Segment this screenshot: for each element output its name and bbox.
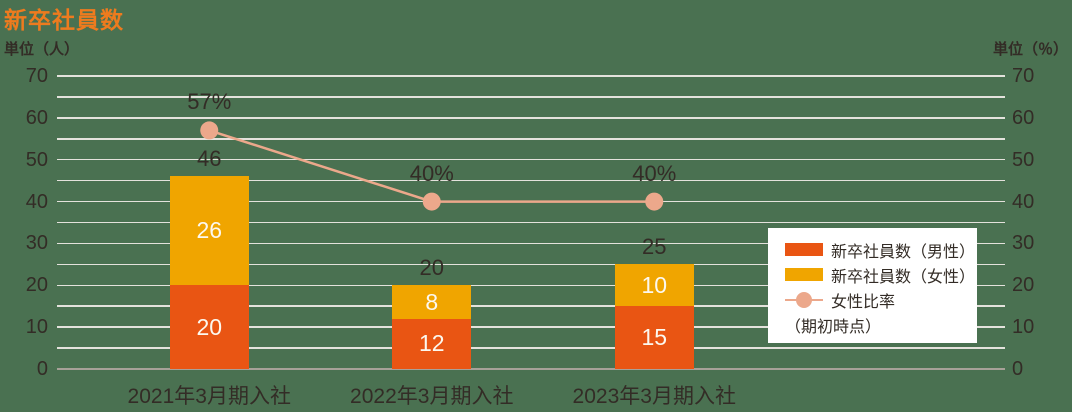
bar-total-label: 20 [419,255,444,281]
left-axis-tick: 10 [25,316,48,339]
gridline [57,242,1005,245]
gridline [57,347,1005,349]
gridline [57,117,1005,119]
right-axis-tick: 70 [1012,65,1035,87]
legend-note: （期初時点） [785,318,882,336]
gridline [57,75,1005,77]
x-axis-category-label: 2021年3月期入社 [127,385,291,408]
gridline [57,221,1005,224]
female-bar-segment: 10 [614,264,694,307]
ratio-value-label: 57% [187,89,232,115]
ratio-data-point [200,121,219,140]
left-axis-tick: 30 [25,232,48,255]
left-axis-tick: 70 [25,65,48,87]
left-axis-tick: 50 [25,148,48,171]
gridline [57,138,1005,140]
left-axis-tick: 40 [25,190,48,213]
right-axis-tick: 10 [1012,316,1035,339]
right-axis-tick: 20 [1012,274,1035,297]
right-axis-tick: 0 [1012,358,1024,380]
left-axis-unit-label: 単位（人） [4,41,80,58]
legend-label-male: 新卒社員数（男性） [831,243,976,261]
legend-item-male: 新卒社員数（男性） [785,237,975,262]
ratio-value-label: 40% [409,160,454,186]
female-bar-swatch-icon [785,268,823,281]
female-bar-segment: 8 [392,285,472,319]
gridline [57,96,1005,98]
gridline [57,263,1005,266]
chart-title: 新卒社員数 [4,7,124,33]
x-axis-baseline [57,368,1005,370]
left-axis-tick: 60 [25,106,48,129]
line-dot-swatch-icon [785,291,823,308]
gridline [57,326,1005,328]
male-bar-segment: 15 [614,306,694,369]
legend-label-female: 新卒社員数（女性） [831,268,976,286]
left-axis-tick: 0 [36,358,48,380]
ratio-value-label: 40% [632,160,677,186]
right-axis-tick: 50 [1012,148,1035,171]
right-axis-tick: 60 [1012,106,1035,129]
x-axis-category-label: 2022年3月期入社 [350,385,514,408]
legend: 新卒社員数（男性） 新卒社員数（女性） 女性比率 （期初時点） [768,228,977,343]
male-bar-segment: 20 [169,285,249,369]
gridline [57,305,1005,307]
male-bar-swatch-icon [785,243,823,256]
bar-total-label: 46 [197,146,222,172]
right-axis-tick: 30 [1012,232,1035,255]
gridline [57,284,1005,287]
female-bar-segment: 26 [169,176,249,286]
x-axis-category-label: 2023年3月期入社 [572,385,736,408]
right-axis-tick: 40 [1012,190,1035,213]
right-axis-unit-label: 単位（％） [992,41,1068,58]
left-axis-tick: 20 [25,274,48,297]
legend-item-female: 新卒社員数（女性） [785,262,975,287]
legend-item-ratio: 女性比率 [785,287,967,312]
legend-label-ratio: 女性比率 [831,293,896,311]
male-bar-segment: 12 [392,318,472,369]
bar-total-label: 25 [642,234,667,260]
